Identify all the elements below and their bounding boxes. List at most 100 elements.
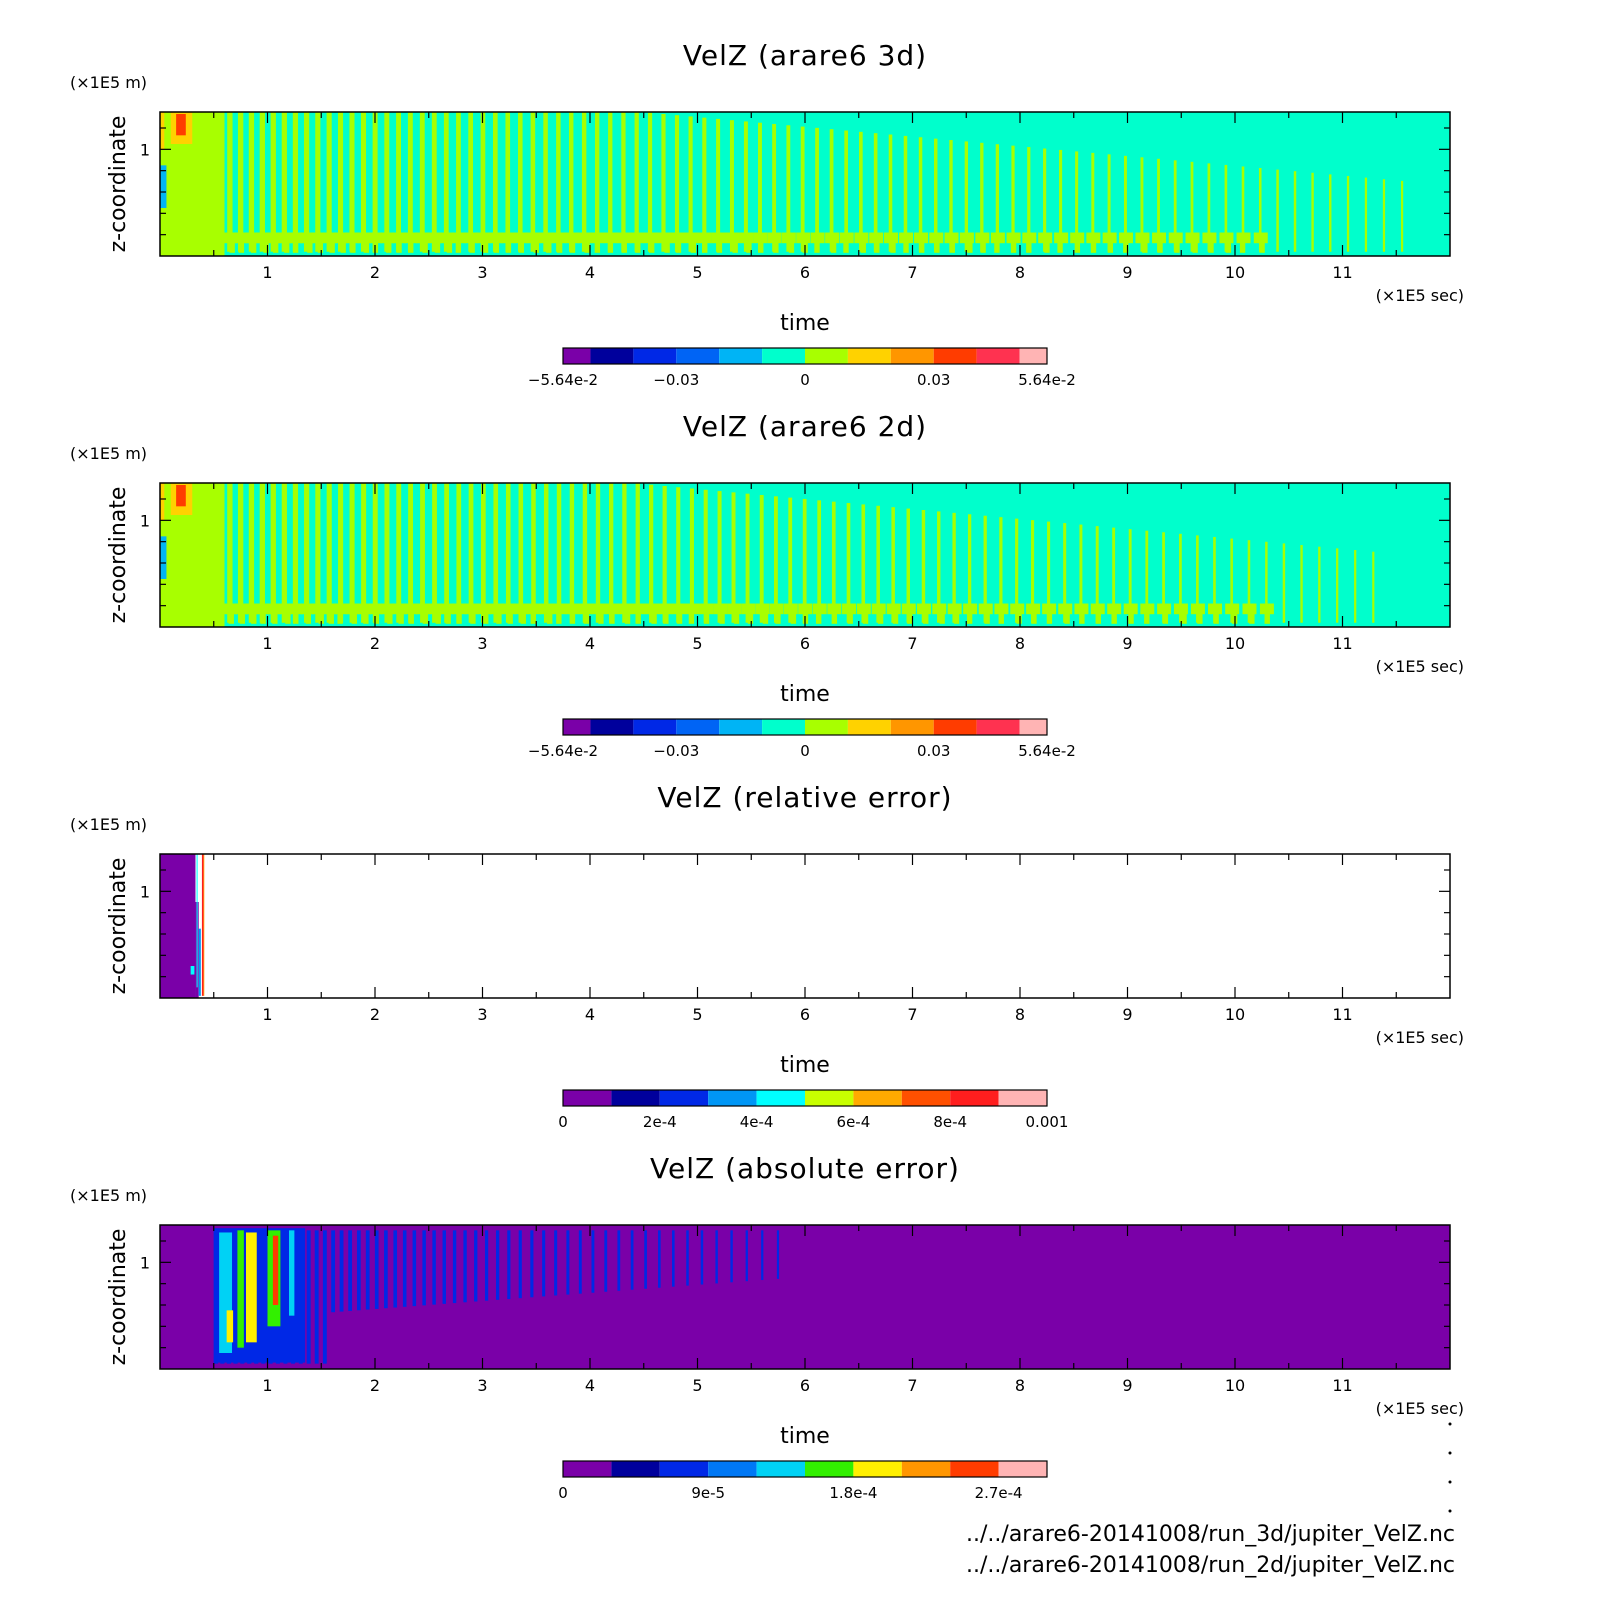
plume-base	[959, 232, 974, 244]
error-streak	[356, 1230, 361, 1311]
plume-base	[398, 613, 404, 624]
convective-plume	[859, 131, 863, 252]
plume-base	[533, 242, 539, 253]
convective-plume	[662, 485, 667, 623]
plume-base	[1135, 232, 1150, 244]
plume-base	[1197, 613, 1203, 624]
error-streak	[484, 1230, 489, 1301]
plume-base	[739, 232, 754, 244]
convective-plume	[1230, 538, 1233, 623]
error-streak	[672, 1230, 675, 1287]
colorbar-swatch	[708, 1461, 757, 1477]
plume-base	[830, 242, 837, 253]
convective-plume	[661, 113, 666, 252]
plume-base	[1259, 242, 1265, 253]
plume-base	[277, 603, 292, 615]
plume-base	[815, 613, 822, 624]
convective-plume	[468, 112, 474, 252]
convective-plume	[786, 125, 791, 252]
plume-base	[783, 603, 798, 615]
error-streak	[700, 1230, 704, 1285]
error-streak	[393, 1230, 398, 1308]
updraft-core	[160, 112, 165, 150]
convective-plume	[227, 112, 233, 252]
x-tick-label: 8	[1015, 1376, 1025, 1395]
convective-plume	[729, 120, 734, 252]
plume-base	[862, 613, 869, 624]
error-streak	[617, 1230, 621, 1291]
convective-plume	[1015, 518, 1019, 623]
convective-plume	[716, 118, 721, 252]
plume-base	[630, 232, 645, 244]
plume-base	[953, 613, 960, 624]
plume-base	[877, 613, 884, 624]
plume-base	[1057, 242, 1063, 253]
marker-dot	[1448, 1451, 1452, 1455]
chart-title: VelZ (absolute error)	[650, 1152, 960, 1185]
plume-base	[1219, 232, 1234, 244]
plume-base	[934, 242, 940, 253]
updraft-core	[176, 485, 186, 507]
convective-plume	[1075, 151, 1079, 252]
x-tick-label: 6	[800, 1376, 810, 1395]
colorbar: 0 2e-4 4e-4 6e-4 8e-4 0.001	[558, 1089, 1069, 1131]
marker-dot	[1448, 1480, 1452, 1484]
plume-base	[373, 613, 380, 624]
plume-base	[814, 242, 820, 253]
convective-plume	[1224, 164, 1228, 252]
error-streak	[412, 1230, 417, 1307]
convective-plume	[688, 116, 693, 252]
plume-base	[305, 613, 312, 624]
x-tick-label: 9	[1122, 1005, 1132, 1024]
convective-plume	[556, 112, 561, 252]
plume-base	[690, 242, 696, 253]
plume-base	[440, 603, 455, 615]
plume-base	[727, 603, 742, 615]
colorbar-tick-label: 0	[558, 1484, 568, 1502]
error-streak	[314, 1230, 319, 1364]
convective-plume	[621, 112, 626, 252]
plume-base	[322, 232, 337, 244]
plume-base	[1213, 613, 1219, 624]
plume-base	[329, 242, 335, 253]
error-edge	[196, 854, 198, 988]
chart-title: VelZ (relative error)	[657, 781, 952, 814]
plume-base	[1239, 242, 1246, 253]
plume-base	[439, 232, 454, 244]
x-tick-label: 11	[1332, 263, 1352, 282]
plume-base	[825, 232, 840, 244]
convective-plume	[1059, 149, 1063, 252]
y-tick-label: 1	[140, 140, 150, 159]
colorbar-swatch	[590, 348, 634, 364]
error-streak	[422, 1230, 426, 1306]
convective-plume	[743, 121, 748, 252]
plume-base	[345, 232, 360, 244]
plume-base	[773, 242, 779, 253]
convective-plume	[1318, 546, 1321, 623]
plume-base	[1202, 232, 1217, 244]
colorbar-tick-label: 5.64e-2	[1018, 371, 1076, 389]
colorbar-swatch	[563, 1461, 612, 1477]
error-streak	[644, 1230, 647, 1289]
plume-base	[1090, 242, 1097, 253]
x-tick-label: 9	[1122, 634, 1132, 653]
plume-base	[1157, 242, 1163, 253]
convective-plume	[1354, 550, 1357, 623]
colorbar-swatch	[708, 1090, 757, 1106]
plume-base	[990, 232, 1005, 244]
error-core	[289, 1230, 295, 1316]
plume-base	[403, 232, 418, 244]
convective-plume	[1346, 175, 1350, 252]
plume-base	[1026, 603, 1041, 615]
y-unit-label: (×1E5 m)	[70, 73, 147, 92]
convective-plume	[361, 483, 367, 623]
plume-base	[483, 613, 489, 624]
chart-panel: VelZ (arare6 2d)(×1E5 m)1 2 3 4 5 6 7 8 9 10 111z-…	[70, 410, 1464, 760]
heatmap-field	[160, 483, 1450, 627]
plume-base	[251, 613, 257, 624]
plume-base	[408, 613, 414, 624]
convective-plume	[582, 483, 588, 623]
downdraft-patch	[160, 536, 167, 579]
colorbar-tick-label: 0.001	[1026, 1113, 1069, 1131]
convective-plume	[676, 487, 681, 623]
